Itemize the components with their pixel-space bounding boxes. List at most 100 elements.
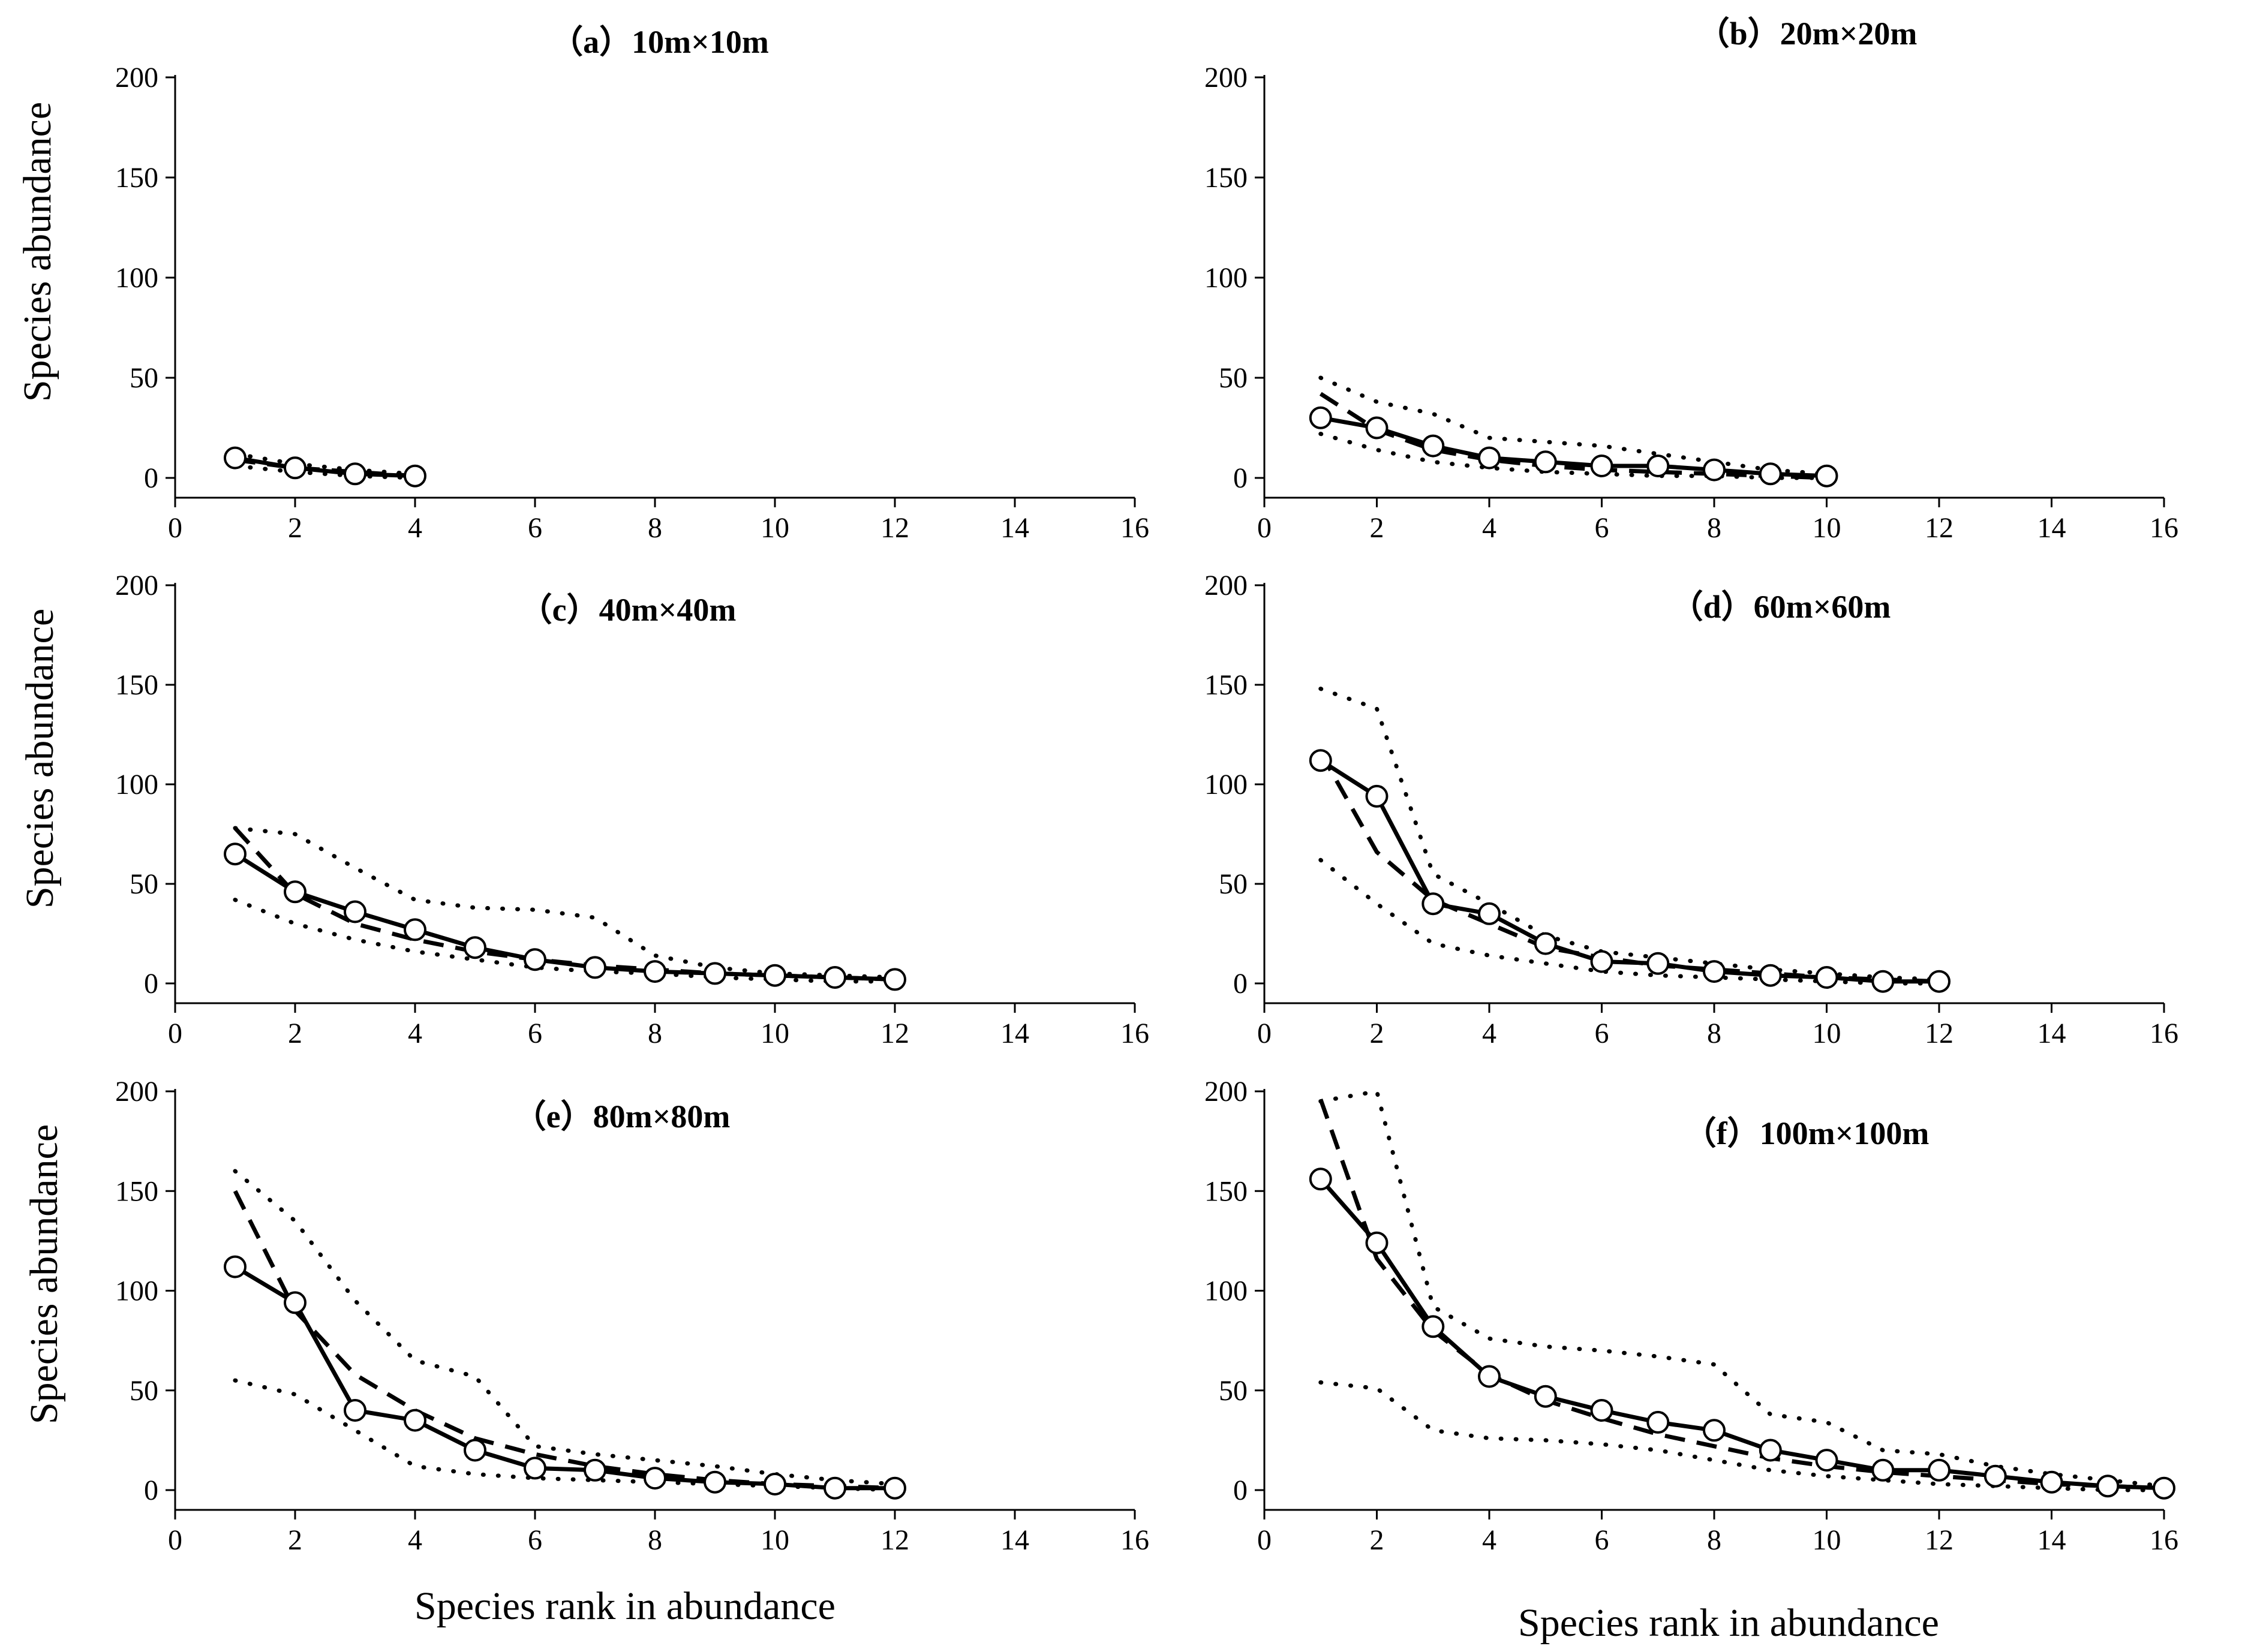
observed-point [1817,1450,1837,1470]
y-tick-label: 50 [130,362,158,394]
y-tick-label: 50 [1219,1375,1248,1407]
observed-point [1367,1233,1387,1253]
x-tick-label: 14 [2037,1524,2066,1556]
observed-point [1592,1400,1612,1421]
observed-point [1367,418,1387,438]
x-tick-label: 4 [1482,512,1496,544]
x-tick-label: 16 [1120,1018,1149,1049]
observed-point [345,1400,365,1421]
x-tick-label: 16 [2150,1018,2178,1049]
observed-point [465,937,485,958]
x-tick-label: 12 [880,1018,909,1049]
observed-point [405,919,425,940]
x-tick-label: 16 [2150,512,2178,544]
y-tick-label: 100 [1204,262,1248,294]
observed-point [885,1478,905,1498]
x-tick-label: 12 [1925,1018,1954,1049]
x-tick-label: 16 [2150,1524,2178,1556]
x-tick-label: 4 [408,512,422,544]
observed-point [765,965,785,986]
y-tick-label: 0 [144,968,158,1000]
y-tick-label: 0 [144,1475,158,1506]
observed-point [705,1472,725,1492]
x-tick-label: 6 [528,1524,542,1556]
x-tick-label: 10 [761,512,789,544]
observed-point [1479,448,1499,468]
x-tick-label: 4 [1482,1524,1496,1556]
x-tick-label: 8 [648,512,662,544]
x-tick-label: 10 [761,1524,789,1556]
observed-point [825,1478,845,1498]
x-tick-label: 10 [1813,512,1841,544]
x-tick-label: 2 [1370,1524,1384,1556]
observed-point [285,458,305,478]
x-tick-label: 0 [168,1018,182,1049]
observed-point [345,464,365,484]
observed-point [345,902,365,922]
observed-point [1873,971,1893,992]
x-tick-label: 12 [880,1524,909,1556]
observed-point [645,961,665,982]
x-tick-label: 8 [1707,1524,1721,1556]
x-tick-label: 2 [288,1524,302,1556]
x-tick-label: 12 [1925,512,1954,544]
x-tick-label: 2 [288,1018,302,1049]
x-tick-label: 2 [288,512,302,544]
observed-point [2097,1476,2118,1496]
observed-point [2154,1478,2174,1498]
observed-point [705,963,725,983]
y-axis-title-row1: Species abundance [16,102,59,402]
observed-point [1479,904,1499,924]
x-tick-label: 6 [528,512,542,544]
x-tick-label: 14 [1000,1018,1029,1049]
y-axis-title-row3: Species abundance [22,1124,66,1424]
x-tick-label: 4 [1482,1018,1496,1049]
x-tick-label: 0 [168,512,182,544]
y-tick-label: 0 [1233,968,1248,1000]
observed-point [1985,1466,2006,1487]
panel-title-f: （f）100m×100m [1684,1115,1930,1151]
observed-point [585,1460,605,1481]
x-tick-label: 10 [1813,1524,1841,1556]
observed-point [1535,1386,1556,1407]
observed-point [225,448,245,468]
panel-title-e: （e）80m×80m [514,1099,731,1135]
observed-point [1535,452,1556,472]
y-tick-label: 200 [1204,1076,1248,1108]
observed-point [1648,953,1668,974]
observed-point [2042,1472,2062,1492]
panel-title-a: （a）10m×10m [551,24,769,60]
x-tick-label: 0 [1257,1018,1272,1049]
observed-point [1535,934,1556,954]
y-tick-label: 200 [115,570,158,601]
observed-point [225,1257,245,1277]
observed-point [285,1292,305,1313]
observed-point [1873,1460,1893,1481]
x-tick-label: 6 [1595,1018,1609,1049]
observed-point [825,967,845,988]
observed-point [765,1474,785,1494]
observed-point [285,881,305,902]
y-tick-label: 100 [115,1275,158,1307]
x-tick-label: 6 [528,1018,542,1049]
panel-title-b: （b）20m×20m [1697,16,1918,52]
y-tick-label: 50 [1219,868,1248,900]
observed-point [1423,436,1443,456]
x-tick-label: 2 [1370,512,1384,544]
y-tick-label: 100 [115,262,158,294]
observed-point [465,1440,485,1461]
y-tick-label: 200 [115,62,158,94]
observed-point [585,957,605,977]
observed-point [1929,971,1949,992]
x-tick-label: 16 [1120,1524,1149,1556]
observed-point [1367,786,1387,807]
observed-point [885,969,905,989]
observed-point [1704,961,1724,982]
y-tick-label: 150 [115,669,158,701]
panel-title-c: （c）40m×40m [520,592,737,628]
y-tick-label: 100 [1204,769,1248,801]
observed-point [1648,456,1668,476]
y-tick-label: 50 [1219,362,1248,394]
y-tick-label: 100 [115,769,158,801]
observed-point [405,1410,425,1431]
